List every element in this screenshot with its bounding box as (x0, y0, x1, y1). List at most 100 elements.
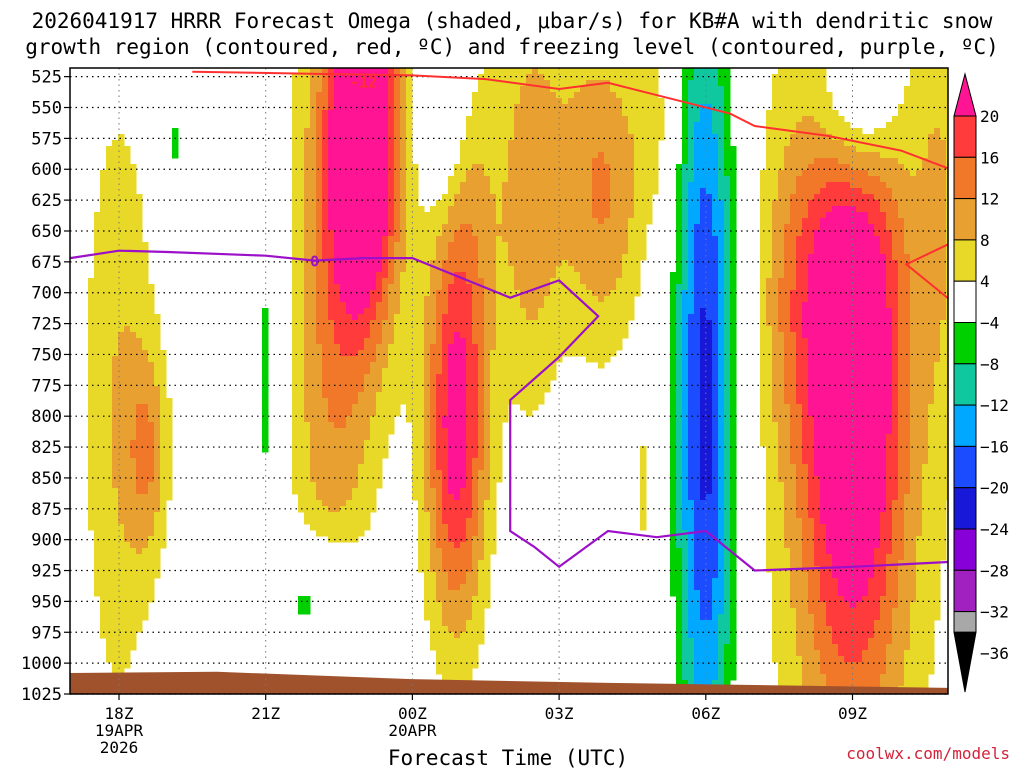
omega-cell (604, 206, 611, 213)
omega-cell (364, 68, 371, 75)
omega-cell (538, 134, 545, 141)
omega-cell (166, 494, 173, 501)
omega-cell (346, 362, 353, 369)
omega-cell (634, 284, 641, 291)
omega-cell (472, 434, 479, 441)
omega-cell (448, 596, 455, 603)
omega-cell (136, 266, 143, 273)
omega-cell (106, 194, 113, 201)
omega-cell (160, 416, 167, 423)
omega-cell (562, 278, 569, 285)
omega-cell (448, 278, 455, 285)
omega-cell (466, 626, 473, 633)
omega-cell (436, 464, 443, 471)
omega-cell (508, 116, 515, 123)
omega-cell (322, 362, 329, 369)
omega-cell (604, 140, 611, 147)
omega-cell (562, 200, 569, 207)
omega-cell (106, 422, 113, 429)
omega-cell (382, 248, 389, 255)
omega-cell (388, 350, 395, 357)
omega-cell (670, 284, 677, 291)
omega-cell (472, 518, 479, 525)
omega-cell (616, 260, 623, 267)
omega-cell (550, 266, 557, 273)
omega-cell (406, 362, 413, 369)
omega-cell (670, 290, 677, 297)
omega-cell (532, 224, 539, 231)
omega-cell (604, 296, 611, 303)
omega-cell (136, 548, 143, 555)
omega-cell (130, 320, 137, 327)
omega-cell (94, 386, 101, 393)
omega-cell (532, 308, 539, 315)
omega-cell (544, 206, 551, 213)
omega-cell (568, 296, 575, 303)
omega-cell (442, 524, 449, 531)
omega-cell (490, 500, 497, 507)
omega-cell (598, 248, 605, 255)
omega-cell (670, 560, 677, 567)
omega-cell (160, 440, 167, 447)
omega-cell (604, 350, 611, 357)
omega-cell (130, 620, 137, 627)
omega-cell (616, 170, 623, 177)
omega-cell (466, 590, 473, 597)
omega-cell (454, 632, 461, 639)
omega-cell (532, 296, 539, 303)
omega-cell (514, 350, 521, 357)
omega-cell (382, 158, 389, 165)
omega-cell (316, 272, 323, 279)
omega-cell (316, 212, 323, 219)
omega-cell (448, 578, 455, 585)
omega-cell (670, 488, 677, 495)
omega-cell (364, 248, 371, 255)
omega-cell (676, 236, 683, 243)
omega-cell (484, 326, 491, 333)
omega-cell (538, 332, 545, 339)
omega-cell (292, 116, 299, 123)
omega-cell (454, 398, 461, 405)
omega-cell (370, 302, 377, 309)
omega-cell (436, 512, 443, 519)
omega-cell (136, 254, 143, 261)
omega-cell (382, 224, 389, 231)
omega-cell (430, 500, 437, 507)
omega-cell (112, 338, 119, 345)
omega-cell (298, 500, 305, 507)
omega-cell (100, 578, 107, 585)
omega-cell (484, 134, 491, 141)
omega-cell (478, 368, 485, 375)
omega-cell (340, 338, 347, 345)
omega-cell (466, 470, 473, 477)
omega-cell (352, 404, 359, 411)
omega-cell (676, 434, 683, 441)
omega-cell (496, 158, 503, 165)
omega-cell (394, 86, 401, 93)
omega-cell (136, 344, 143, 351)
omega-cell (520, 260, 527, 267)
omega-cell (496, 338, 503, 345)
omega-cell (538, 122, 545, 129)
omega-cell (454, 200, 461, 207)
omega-cell (358, 350, 365, 357)
omega-cell (370, 410, 377, 417)
omega-cell (88, 404, 95, 411)
omega-cell (160, 524, 167, 531)
omega-cell (148, 458, 155, 465)
omega-cell (568, 146, 575, 153)
omega-cell (388, 242, 395, 249)
omega-cell (634, 80, 641, 87)
omega-cell (646, 200, 653, 207)
omega-cell (448, 380, 455, 387)
omega-cell (100, 404, 107, 411)
omega-cell (382, 266, 389, 273)
omega-cell (346, 476, 353, 483)
omega-cell (436, 440, 443, 447)
omega-cell (550, 356, 557, 363)
omega-cell (514, 224, 521, 231)
omega-cell (676, 332, 683, 339)
omega-cell (316, 194, 323, 201)
omega-cell (106, 212, 113, 219)
omega-cell (394, 152, 401, 159)
